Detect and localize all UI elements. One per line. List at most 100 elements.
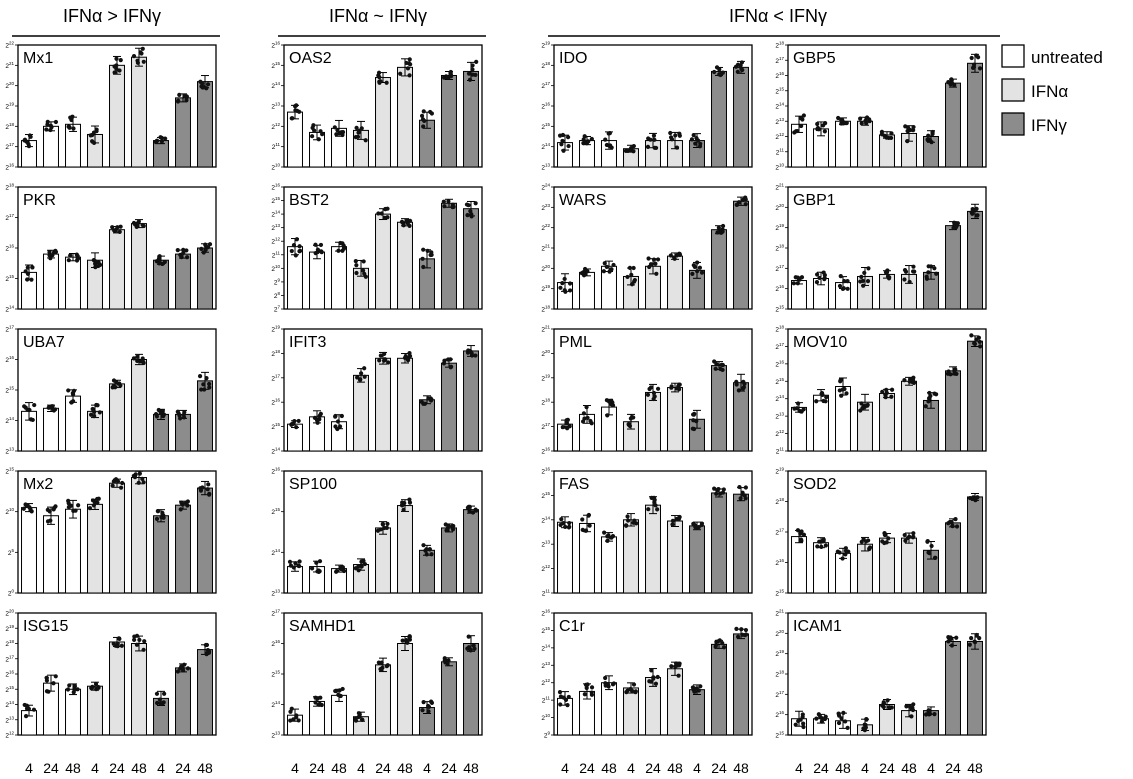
data-point (24, 139, 29, 144)
data-point (157, 261, 162, 266)
data-point (587, 523, 592, 528)
data-point (131, 473, 136, 478)
data-point (692, 523, 698, 528)
data-point (736, 388, 741, 393)
bar (667, 668, 683, 736)
data-point (911, 264, 916, 269)
data-point (341, 568, 347, 574)
y-tick-label: 219 (541, 284, 550, 293)
data-point (841, 120, 847, 125)
data-point (93, 259, 98, 264)
data-point (339, 565, 344, 570)
data-point (405, 357, 411, 362)
data-point (137, 637, 142, 642)
data-point (333, 688, 338, 694)
data-point (182, 662, 187, 667)
data-point (604, 398, 610, 403)
y-tick-label: 216 (271, 639, 280, 648)
data-point (692, 689, 697, 694)
data-point (66, 504, 71, 510)
data-point (974, 632, 979, 638)
data-point (293, 561, 298, 566)
bar (109, 482, 125, 594)
data-point (677, 663, 682, 668)
data-point (859, 539, 864, 544)
data-point (424, 552, 429, 557)
x-tick-label: 24 (309, 760, 325, 776)
data-point (207, 242, 213, 247)
data-point (734, 626, 739, 631)
y-tick-label: 221 (541, 244, 550, 253)
data-point (932, 712, 937, 717)
data-point (837, 283, 843, 289)
data-point (691, 412, 696, 417)
bar (375, 213, 391, 310)
data-point (677, 382, 682, 387)
data-point (946, 521, 951, 526)
data-point (353, 716, 358, 721)
data-point (141, 647, 146, 652)
data-point (581, 273, 587, 278)
data-point (378, 527, 383, 532)
data-point (652, 497, 657, 502)
data-point (53, 119, 59, 125)
data-point (714, 491, 719, 496)
x-tick-label: 24 (579, 760, 595, 776)
y-tick-label: 216 (5, 670, 14, 679)
data-point (719, 362, 724, 367)
data-point (422, 118, 427, 123)
data-point (359, 126, 364, 131)
data-point (713, 366, 718, 371)
y-tick-label: 223 (541, 203, 550, 212)
bar (109, 383, 125, 452)
data-point (646, 136, 651, 141)
data-point (207, 385, 212, 390)
data-point (910, 378, 916, 383)
data-point (385, 663, 390, 668)
data-point (315, 696, 320, 701)
data-point (674, 661, 679, 666)
panel-gbp1: 215 216 217 218 219 220 221 GBP1 (775, 183, 987, 314)
data-point (928, 264, 934, 269)
bar (579, 522, 595, 594)
y-tick-label: 213 (541, 540, 550, 549)
bar (109, 229, 125, 310)
x-tick-label: 48 (733, 760, 749, 776)
data-point (51, 681, 56, 686)
data-point (561, 520, 566, 526)
data-point (801, 724, 806, 730)
bar (131, 643, 147, 736)
y-tick-label: 212 (271, 122, 280, 131)
data-point (469, 214, 474, 219)
y-tick-label: 217 (5, 325, 14, 334)
data-point (695, 260, 700, 265)
data-point (289, 248, 294, 254)
data-point (837, 388, 842, 393)
panel-uba7: 213 214 215 216 217 UBA7 (5, 325, 217, 456)
data-point (822, 716, 828, 722)
data-point (385, 521, 390, 526)
data-point (566, 694, 571, 700)
data-point (739, 66, 744, 71)
y-tick-label: 28 (274, 291, 281, 300)
data-point (135, 60, 140, 65)
bar (353, 374, 369, 452)
data-point (317, 413, 322, 418)
y-tick-label: 215 (541, 626, 550, 635)
data-point (334, 132, 339, 137)
data-point (625, 274, 630, 280)
data-point (290, 116, 295, 121)
data-point (421, 109, 426, 114)
data-point (23, 269, 28, 274)
data-point (743, 202, 748, 207)
bar (109, 641, 125, 736)
y-tick-label: 217 (775, 528, 784, 537)
bar (623, 687, 639, 736)
data-point (836, 115, 841, 121)
bar (419, 399, 435, 452)
data-point (335, 419, 341, 424)
data-point (886, 276, 892, 281)
bar (397, 221, 413, 310)
panel-title: ICAM1 (793, 618, 842, 635)
